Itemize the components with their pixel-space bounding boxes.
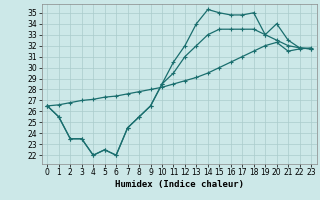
X-axis label: Humidex (Indice chaleur): Humidex (Indice chaleur) (115, 180, 244, 189)
